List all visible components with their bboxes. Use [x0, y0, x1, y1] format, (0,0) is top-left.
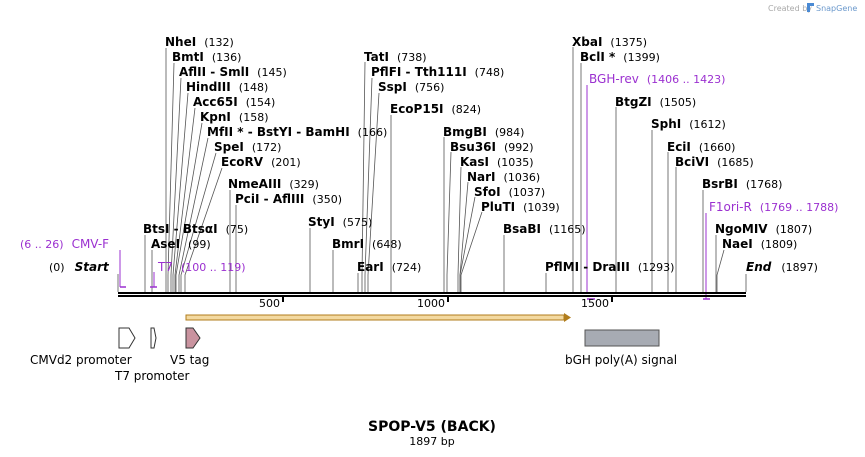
- enzyme-label[interactable]: SfoI (1037): [474, 185, 545, 199]
- enzyme-label[interactable]: Acc65I (154): [193, 95, 275, 109]
- enzyme-label[interactable]: XbaI (1375): [572, 35, 647, 49]
- primer-label[interactable]: BGH-rev (1406 .. 1423): [589, 72, 725, 86]
- tick-mark: [282, 297, 284, 302]
- enzyme-label[interactable]: StyI (575): [308, 215, 372, 229]
- terminator-box: [584, 329, 660, 347]
- enzyme-label[interactable]: EcoP15I (824): [390, 102, 481, 116]
- enzyme-label[interactable]: PflFI - Tth111I (748): [371, 65, 504, 79]
- promoter-arrow-icon: [150, 327, 157, 349]
- enzyme-label[interactable]: BmtI (136): [172, 50, 241, 64]
- enzyme-label[interactable]: AflII - SmlI (145): [179, 65, 287, 79]
- feature-cmvd2-promoter[interactable]: CMVd2 promoter: [30, 327, 136, 367]
- credit-text: Created by: [768, 4, 812, 13]
- tick-mark: [611, 297, 613, 302]
- enzyme-label[interactable]: BtgZI (1505): [615, 95, 696, 109]
- primer-label[interactable]: T7 (100 .. 119): [157, 260, 246, 274]
- tick-label: 500: [259, 297, 280, 310]
- primer-markers: [120, 286, 710, 300]
- enzyme-label[interactable]: EciI (1660): [667, 140, 735, 154]
- enzyme-label[interactable]: NaeI (1809): [722, 237, 797, 251]
- enzyme-label[interactable]: EcoRV (201): [221, 155, 301, 169]
- enzyme-label[interactable]: TatI (738): [364, 50, 427, 64]
- feature-label: bGH poly(A) signal: [565, 353, 677, 367]
- enzyme-label[interactable]: BciVI (1685): [675, 155, 754, 169]
- enzyme-label[interactable]: MfII * - BstYI - BamHI (166): [207, 125, 387, 139]
- enzyme-label[interactable]: BtsI - BtsαI (75): [143, 222, 248, 236]
- tag-arrow-icon: [185, 327, 201, 349]
- feature-t7-promoter[interactable]: T7 promoter: [114, 327, 190, 383]
- enzyme-label[interactable]: BmrI (648): [332, 237, 402, 251]
- enzyme-label[interactable]: SpeI (172): [214, 140, 281, 154]
- orf-arrow[interactable]: [185, 313, 571, 322]
- enzyme-label[interactable]: NheI (132): [165, 35, 234, 49]
- enzyme-label[interactable]: PciI - AflIII (350): [235, 192, 342, 206]
- enzyme-label[interactable]: PluTI (1039): [481, 200, 560, 214]
- enzyme-label[interactable]: KpnI (158): [200, 110, 269, 124]
- primer-leader-lines: [119, 85, 707, 299]
- tick-mark: [447, 297, 449, 302]
- feature-label: CMVd2 promoter: [30, 353, 132, 367]
- sequence-backbone: [118, 292, 746, 297]
- brand-text: SnapGene: [816, 4, 857, 13]
- map-title: SPOP-V5 (BACK): [368, 419, 496, 435]
- enzyme-label[interactable]: BsaBI (1165): [503, 222, 586, 236]
- start-label: (0) Start: [49, 260, 110, 274]
- enzyme-label[interactable]: NgoMIV (1807): [715, 222, 812, 236]
- enzyme-label[interactable]: SspI (756): [378, 80, 444, 94]
- enzyme-label[interactable]: PflMI - DraIII (1293): [545, 260, 674, 274]
- enzyme-label[interactable]: AseI (99): [151, 237, 211, 251]
- enzyme-label[interactable]: SphI (1612): [651, 117, 726, 131]
- enzyme-leader-lines: [144, 47, 725, 292]
- feature-v5-tag[interactable]: V5 tag: [170, 327, 209, 367]
- feature-bgh-polya[interactable]: bGH poly(A) signal: [565, 329, 677, 367]
- enzyme-label[interactable]: BmgBI (984): [443, 125, 524, 139]
- primer-label[interactable]: F1ori-R (1769 .. 1788): [709, 200, 838, 214]
- enzyme-label[interactable]: KasI (1035): [460, 155, 534, 169]
- enzyme-label[interactable]: NarI (1036): [467, 170, 540, 184]
- enzyme-label[interactable]: NmeAIII (329): [228, 177, 319, 191]
- enzyme-label[interactable]: Bsu36I (992): [450, 140, 534, 154]
- promoter-arrow-icon: [118, 327, 136, 349]
- tick-label: 1000: [417, 297, 445, 310]
- snapgene-logo-icon: [807, 3, 814, 12]
- end-label: End (1897): [746, 260, 818, 274]
- feature-label: T7 promoter: [114, 369, 190, 383]
- ruler: 500 1000 1500: [259, 297, 613, 310]
- tick-label: 1500: [581, 297, 609, 310]
- map-length: 1897 bp: [409, 435, 454, 448]
- feature-label: V5 tag: [170, 353, 209, 367]
- enzyme-label[interactable]: HindIII (148): [186, 80, 268, 94]
- enzyme-label[interactable]: BsrBI (1768): [702, 177, 782, 191]
- primer-label[interactable]: (6 .. 26) CMV-F: [20, 237, 109, 251]
- enzyme-label[interactable]: EarI (724): [357, 260, 421, 274]
- primer-labels: (6 .. 26) CMV-F T7 (100 .. 119) BGH-rev (14…: [20, 72, 838, 274]
- enzyme-labels: NheI (132) BmtI (136) AflII - SmlI (145) Hi…: [143, 35, 812, 274]
- enzyme-label[interactable]: BclI * (1399): [580, 50, 660, 64]
